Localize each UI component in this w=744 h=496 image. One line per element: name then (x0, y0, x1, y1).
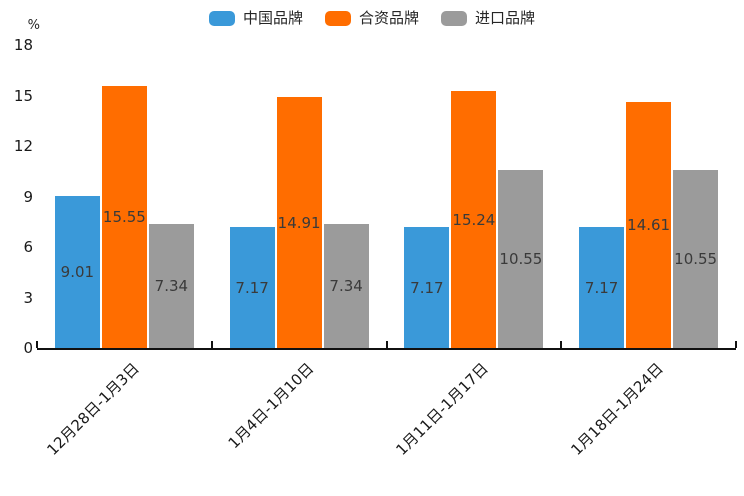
bar-value-label: 7.17 (410, 278, 444, 297)
x-axis-line (37, 348, 736, 350)
y-tick-label: 9 (23, 187, 33, 206)
legend-swatch-icon (441, 10, 467, 26)
y-tick-label: 12 (13, 137, 33, 155)
bar-value-label: 7.17 (235, 278, 269, 297)
bar-value-label: 14.91 (277, 213, 321, 232)
x-tick-mark (385, 341, 388, 348)
x-tick-mark (735, 341, 737, 348)
y-tick-label: 18 (13, 36, 33, 54)
bar (451, 91, 497, 348)
legend-swatch-icon (208, 10, 235, 26)
x-tick-mark (210, 341, 213, 348)
bar-value-label: 15.55 (102, 208, 146, 227)
bar (148, 224, 194, 348)
legend: 中国品牌 合资品牌 进口品牌 (0, 8, 744, 28)
legend-label: 合资品牌 (358, 8, 419, 27)
bar (323, 224, 369, 348)
bar (579, 227, 625, 348)
bar-value-label: 7.34 (329, 277, 363, 296)
x-tick-mark (560, 341, 563, 348)
bar-value-label: 14.61 (627, 216, 671, 235)
bar (673, 170, 719, 348)
x-tick-mark (36, 341, 38, 348)
y-tick-label: 15 (13, 86, 33, 105)
bar-value-label: 9.01 (60, 263, 95, 282)
bar-value-label: 10.55 (674, 250, 718, 269)
legend-label: 进口品牌 (475, 8, 536, 27)
bar (498, 170, 544, 348)
bar (626, 102, 672, 348)
bar (229, 227, 275, 348)
y-tick-label: 6 (23, 238, 33, 256)
y-tick-label: 3 (23, 288, 33, 307)
bar-value-label: 15.24 (452, 210, 496, 229)
bar (276, 97, 322, 348)
bar (101, 86, 147, 348)
bar (54, 196, 100, 348)
bar-value-label: 7.17 (584, 278, 619, 297)
legend-item: 合资品牌 (324, 8, 419, 27)
legend-item: 中国品牌 (208, 8, 303, 27)
bar-value-label: 7.34 (154, 277, 189, 296)
legend-swatch-icon (324, 10, 351, 26)
bar (404, 227, 450, 348)
legend-label: 中国品牌 (242, 8, 303, 27)
y-tick-label: 0 (23, 339, 33, 357)
legend-item: 进口品牌 (441, 8, 536, 27)
y-axis-unit-label: % (27, 18, 40, 33)
bar-value-label: 10.55 (499, 250, 543, 269)
